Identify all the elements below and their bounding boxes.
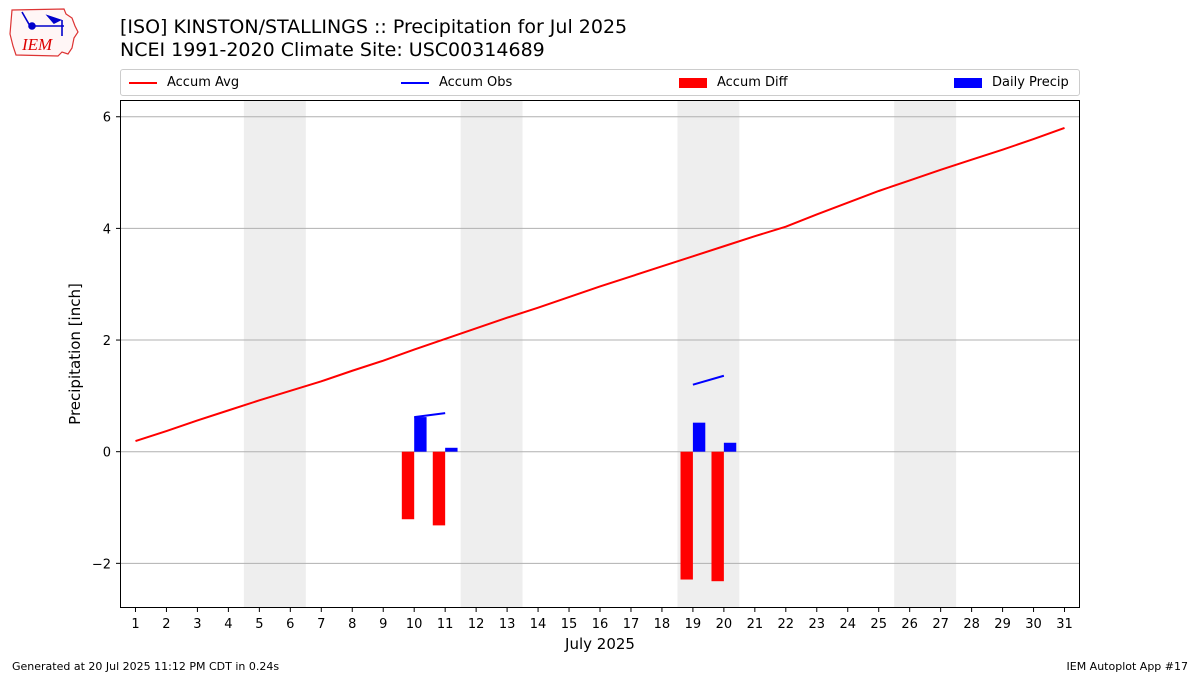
x-tick-label: 6 <box>286 617 294 632</box>
legend-item-daily-precip: Daily Precip <box>954 70 1069 95</box>
x-tick-label: 17 <box>623 617 640 632</box>
legend-label: Daily Precip <box>992 75 1069 90</box>
y-tick-label: 2 <box>103 334 111 349</box>
x-tick-label: 26 <box>901 617 918 632</box>
daily-precip-bar <box>445 447 458 452</box>
daily-precip-bar <box>723 442 737 452</box>
chart-subtitle: NCEI 1991-2020 Climate Site: USC00314689 <box>120 39 545 61</box>
daily-precip-bar <box>692 422 706 452</box>
legend-item-accum-diff: Accum Diff <box>679 70 788 95</box>
x-tick-label: 18 <box>654 617 671 632</box>
x-tick-label: 11 <box>437 617 454 632</box>
x-tick-label: 12 <box>468 617 485 632</box>
x-tick-label: 25 <box>870 617 887 632</box>
legend-swatch <box>129 81 157 84</box>
x-tick-label: 24 <box>839 617 856 632</box>
x-tick-label: 13 <box>499 617 516 632</box>
footer-app-text: IEM Autoplot App #17 <box>1066 660 1189 673</box>
y-axis-label: Precipitation [inch] <box>66 283 84 425</box>
x-axis-label: July 2025 <box>564 635 635 653</box>
legend: Accum Avg Accum Obs Accum Diff Daily Pre… <box>120 69 1080 96</box>
weekend-shade <box>894 100 957 608</box>
x-tick-label: 19 <box>685 617 702 632</box>
legend-swatch <box>679 77 707 88</box>
logo-text: IEM <box>21 35 53 54</box>
weekend-shade <box>460 100 523 608</box>
x-tick-label: 3 <box>193 617 201 632</box>
x-tick-label: 28 <box>963 617 980 632</box>
y-tick-label: 0 <box>103 446 111 461</box>
x-tick-label: 7 <box>317 617 325 632</box>
weekend-shade <box>677 100 740 608</box>
y-tick-label: 6 <box>103 111 111 126</box>
accum-obs-line <box>692 374 725 386</box>
legend-item-accum-obs: Accum Obs <box>401 70 512 95</box>
legend-swatch <box>401 81 429 84</box>
accum-diff-bar <box>401 451 415 520</box>
x-tick-label: 20 <box>716 617 733 632</box>
y-tick-label: −2 <box>92 557 111 572</box>
weather-station-icon <box>21 11 64 36</box>
weekend-shade <box>243 100 306 608</box>
x-tick-label: 29 <box>994 617 1011 632</box>
x-tick-label: 21 <box>747 617 764 632</box>
x-tick-label: 14 <box>530 617 547 632</box>
legend-label: Accum Avg <box>167 75 240 90</box>
x-tick-label: 22 <box>778 617 795 632</box>
footer-generated-text: Generated at 20 Jul 2025 11:12 PM CDT in… <box>12 660 280 673</box>
y-tick-label: 4 <box>103 222 111 237</box>
x-tick-label: 30 <box>1025 617 1042 632</box>
legend-item-accum-avg: Accum Avg <box>129 70 239 95</box>
accum-diff-bar <box>680 451 693 580</box>
accum-diff-bar <box>711 451 724 582</box>
legend-swatch <box>954 77 982 88</box>
iem-logo: IEM <box>9 8 79 57</box>
accum-avg-line <box>135 126 1065 443</box>
x-tick-label: 23 <box>809 617 826 632</box>
x-tick-label: 1 <box>131 617 139 632</box>
x-tick-label: 15 <box>561 617 578 632</box>
x-tick-label: 4 <box>224 617 232 632</box>
legend-label: Accum Obs <box>439 75 513 90</box>
x-tick-label: 9 <box>379 617 387 632</box>
chart-title: [ISO] KINSTON/STALLINGS :: Precipitation… <box>120 16 628 38</box>
x-tick-label: 2 <box>162 617 170 632</box>
x-tick-label: 8 <box>348 617 356 632</box>
accum-diff-bar <box>432 451 446 526</box>
x-tick-label: 16 <box>592 617 609 632</box>
x-tick-label: 31 <box>1056 617 1073 632</box>
x-tick-label: 27 <box>932 617 949 632</box>
x-tick-label: 10 <box>406 617 423 632</box>
accum-obs-line <box>414 412 446 419</box>
plot-frame <box>120 100 1080 608</box>
daily-precip-bar <box>414 417 427 452</box>
legend-label: Accum Diff <box>717 75 788 90</box>
x-tick-label: 5 <box>255 617 263 632</box>
